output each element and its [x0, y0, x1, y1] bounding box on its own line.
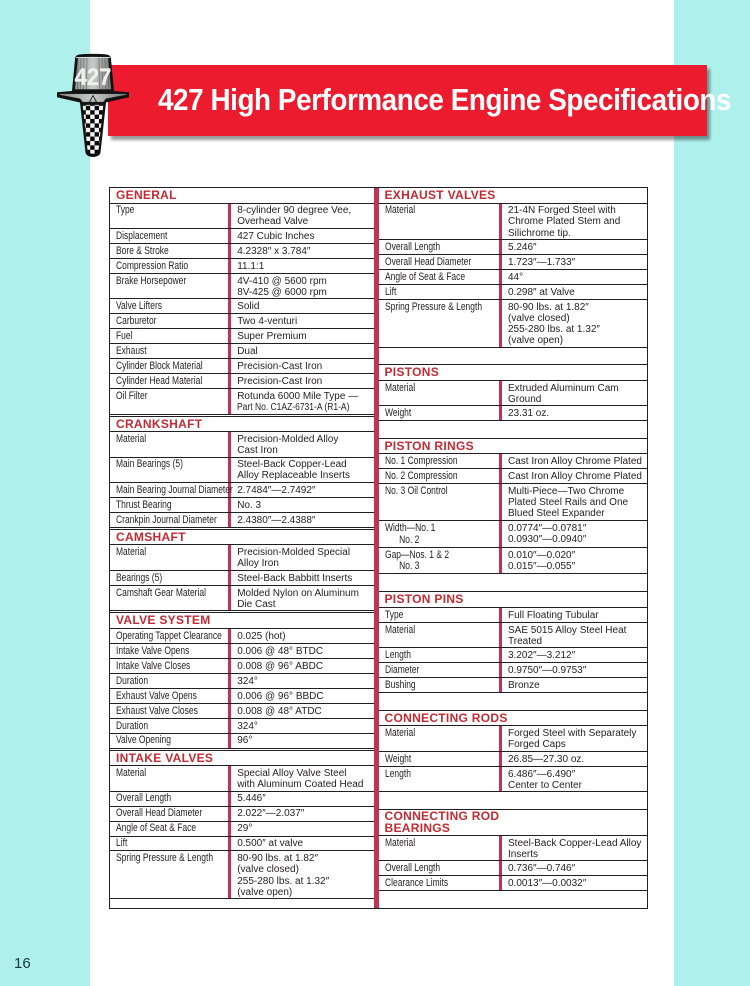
- svg-text:427: 427: [75, 63, 112, 90]
